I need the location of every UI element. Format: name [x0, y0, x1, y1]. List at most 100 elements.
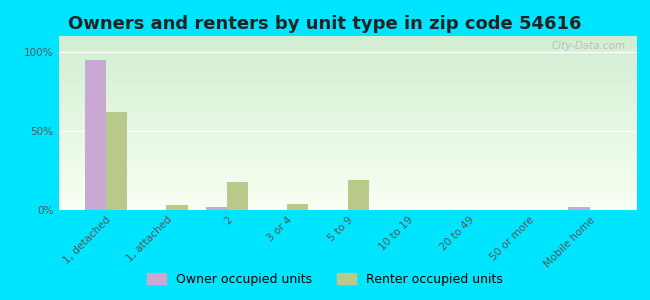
Bar	[58, 80, 637, 81]
Bar	[287, 204, 309, 210]
Bar	[58, 88, 637, 90]
Bar	[58, 60, 637, 62]
Text: Owners and renters by unit type in zip code 54616: Owners and renters by unit type in zip c…	[68, 15, 582, 33]
Bar	[58, 99, 637, 100]
Bar	[58, 50, 637, 52]
Bar	[58, 137, 637, 139]
Bar	[58, 196, 637, 198]
Bar	[227, 182, 248, 210]
Bar	[58, 139, 637, 140]
Bar	[348, 180, 369, 210]
Bar	[58, 74, 637, 76]
Bar	[58, 144, 637, 146]
Bar	[58, 198, 637, 200]
Bar	[58, 130, 637, 132]
Bar	[58, 67, 637, 69]
Text: City-Data.com: City-Data.com	[551, 41, 625, 51]
Bar	[58, 38, 637, 40]
Bar	[58, 161, 637, 163]
Bar	[568, 207, 590, 210]
Bar	[58, 208, 637, 210]
Bar	[58, 135, 637, 137]
Bar	[58, 163, 637, 165]
Bar	[58, 116, 637, 118]
Bar	[58, 43, 637, 45]
Bar	[58, 168, 637, 170]
Bar	[58, 201, 637, 203]
Bar	[58, 69, 637, 71]
Bar	[58, 177, 637, 179]
Bar	[58, 156, 637, 158]
Bar	[58, 147, 637, 149]
Bar	[58, 41, 637, 43]
Bar	[58, 189, 637, 191]
Bar	[58, 55, 637, 57]
Bar	[58, 57, 637, 58]
Bar	[58, 142, 637, 144]
Bar	[58, 97, 637, 99]
Bar	[58, 134, 637, 135]
Bar	[58, 95, 637, 97]
Bar	[58, 81, 637, 83]
Bar	[58, 92, 637, 93]
Bar	[58, 151, 637, 153]
Bar	[58, 205, 637, 206]
Bar	[58, 48, 637, 50]
Bar	[58, 45, 637, 46]
Bar	[58, 203, 637, 205]
Bar	[58, 106, 637, 107]
Bar	[58, 73, 637, 74]
Bar	[58, 179, 637, 180]
Bar	[58, 118, 637, 119]
Bar	[58, 112, 637, 114]
Bar	[58, 66, 637, 67]
Bar	[58, 188, 637, 189]
Bar	[106, 112, 127, 210]
Bar	[58, 62, 637, 64]
Bar	[58, 154, 637, 156]
Bar	[58, 193, 637, 194]
Bar	[58, 165, 637, 167]
Bar	[58, 85, 637, 86]
Bar	[58, 125, 637, 127]
Bar	[58, 173, 637, 175]
Bar	[58, 170, 637, 172]
Bar	[58, 132, 637, 134]
Bar	[58, 119, 637, 121]
Bar	[58, 121, 637, 123]
Bar	[58, 158, 637, 160]
Bar	[58, 102, 637, 104]
Bar	[84, 60, 106, 210]
Bar	[58, 140, 637, 142]
Bar	[166, 205, 188, 210]
Bar	[58, 114, 637, 116]
Bar	[58, 206, 637, 208]
Bar	[58, 146, 637, 147]
Bar	[58, 182, 637, 184]
Bar	[58, 184, 637, 186]
Bar	[58, 100, 637, 102]
Bar	[58, 46, 637, 48]
Bar	[58, 71, 637, 73]
Bar	[58, 78, 637, 80]
Bar	[58, 172, 637, 173]
Bar	[58, 93, 637, 95]
Bar	[58, 191, 637, 193]
Bar	[58, 180, 637, 182]
Bar	[58, 40, 637, 41]
Bar	[58, 128, 637, 130]
Bar	[58, 76, 637, 78]
Bar	[58, 149, 637, 151]
Bar	[58, 90, 637, 92]
Bar	[58, 123, 637, 125]
Bar	[58, 104, 637, 106]
Bar	[58, 167, 637, 168]
Bar	[58, 83, 637, 85]
Bar	[58, 200, 637, 201]
Bar	[58, 111, 637, 112]
Bar	[58, 52, 637, 53]
Legend: Owner occupied units, Renter occupied units: Owner occupied units, Renter occupied un…	[142, 268, 508, 291]
Bar	[205, 207, 227, 210]
Bar	[58, 107, 637, 109]
Bar	[58, 109, 637, 111]
